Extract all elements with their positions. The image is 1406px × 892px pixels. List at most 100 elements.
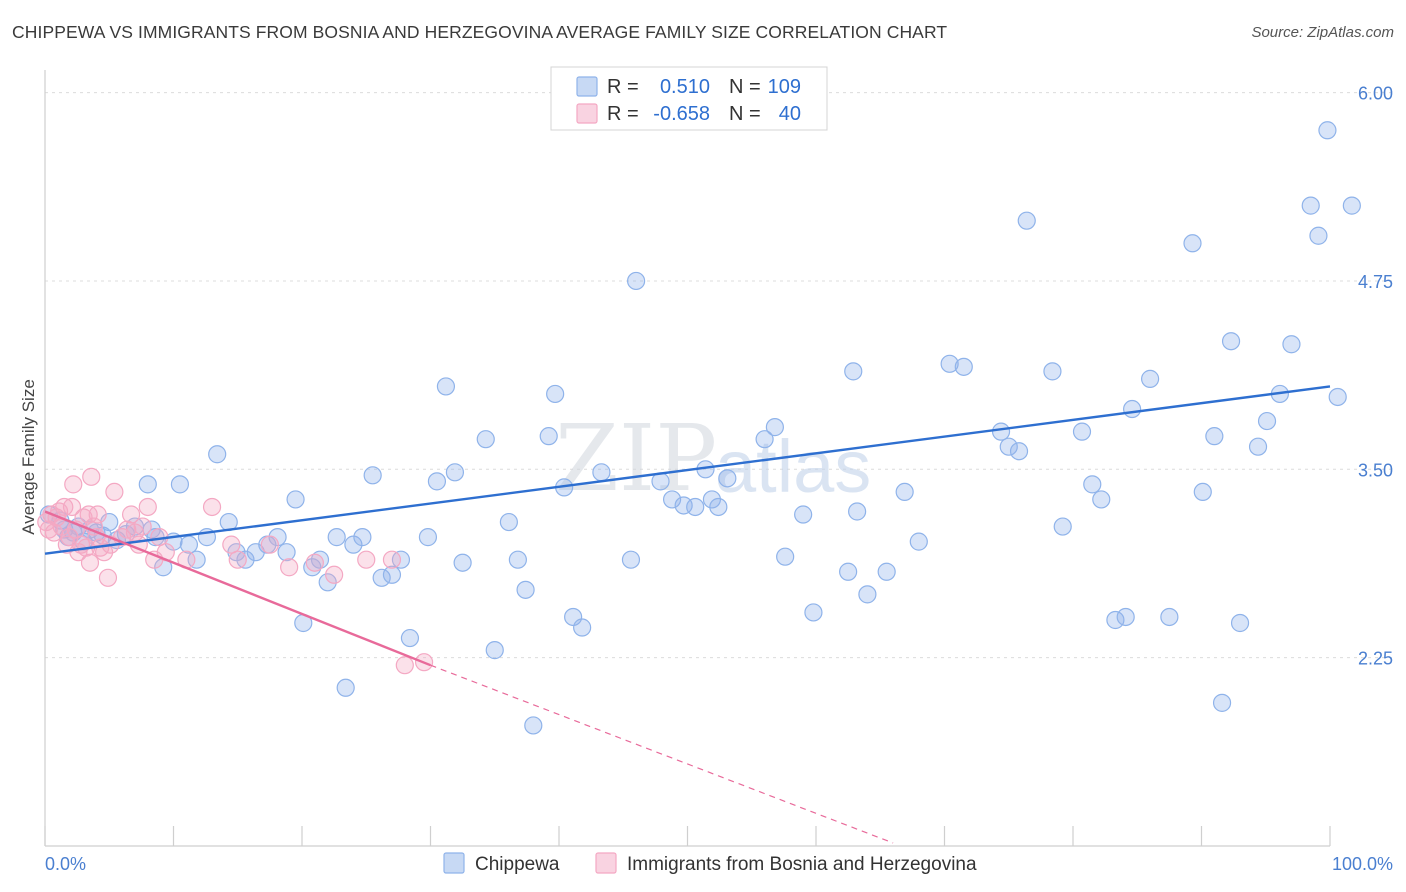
data-point xyxy=(794,505,813,524)
data-point xyxy=(286,490,305,509)
data-point xyxy=(621,550,641,569)
trend-line-extension-series-1 xyxy=(430,664,894,844)
data-point xyxy=(895,482,914,502)
data-point xyxy=(88,505,107,524)
data-point xyxy=(427,472,447,491)
y-tick-label: 2.25 xyxy=(1358,649,1393,669)
data-point xyxy=(170,475,190,494)
data-point xyxy=(776,547,795,566)
data-point xyxy=(858,585,877,604)
data-point xyxy=(1318,121,1337,140)
series-legend: Chippewa Immigrants from Bosnia and Herz… xyxy=(443,852,977,875)
bottom-legend-label-chippewa: Chippewa xyxy=(475,854,560,875)
data-point xyxy=(336,678,355,697)
data-point xyxy=(485,641,504,660)
data-point xyxy=(702,490,722,509)
data-point xyxy=(954,357,973,376)
data-point xyxy=(121,505,141,524)
data-point xyxy=(1160,607,1179,627)
data-point xyxy=(755,430,774,449)
y-tick-label: 6.00 xyxy=(1358,84,1393,104)
data-point xyxy=(400,628,420,648)
data-point xyxy=(499,512,518,532)
data-point xyxy=(382,550,402,569)
data-point xyxy=(202,497,222,517)
data-point xyxy=(592,463,611,482)
watermark-atlas: atlas xyxy=(715,425,871,508)
data-point xyxy=(95,543,114,562)
bottom-legend-swatch-chippewa xyxy=(443,852,465,874)
data-point xyxy=(662,490,682,509)
y-tick-label: 3.50 xyxy=(1358,460,1393,480)
data-point xyxy=(64,475,83,494)
data-point xyxy=(1301,196,1320,215)
trend-line-series-0 xyxy=(44,385,1331,555)
data-point xyxy=(325,565,344,584)
data-point xyxy=(445,463,465,482)
correlation-legend: R = 0.510 N = 109 R = -0.658 N = 40 xyxy=(550,66,828,131)
data-point xyxy=(909,532,928,551)
legend-swatch-chippewa xyxy=(576,76,598,97)
chart-title: CHIPPEWA VS IMMIGRANTS FROM BOSNIA AND H… xyxy=(12,22,948,42)
data-point xyxy=(546,384,565,404)
data-point xyxy=(1309,226,1328,245)
data-point xyxy=(1328,387,1347,407)
data-point xyxy=(80,553,100,572)
data-point xyxy=(318,573,337,592)
legend-n-label-0: N = xyxy=(729,76,761,98)
data-point xyxy=(1248,437,1268,456)
watermark: ZIP atlas xyxy=(555,405,871,512)
data-point xyxy=(844,362,863,381)
data-point xyxy=(260,535,279,554)
data-point xyxy=(877,562,896,581)
data-point xyxy=(1342,196,1361,215)
data-point xyxy=(222,535,241,554)
source-label: Source: ZipAtlas.com xyxy=(1251,24,1394,41)
data-point xyxy=(999,437,1018,456)
x-tick-label-max: 100.0% xyxy=(1332,854,1393,874)
x-tick-label-min: 0.0% xyxy=(45,854,86,874)
legend-r-value-0: 0.510 xyxy=(660,76,710,98)
trend-lines xyxy=(44,385,1331,844)
data-point xyxy=(138,497,157,517)
data-point xyxy=(718,469,737,488)
legend-swatch-bosnia xyxy=(576,103,598,124)
data-point xyxy=(508,550,527,569)
bottom-legend-swatch-bosnia xyxy=(595,852,617,874)
data-point xyxy=(268,528,287,547)
data-point xyxy=(626,271,646,291)
data-point xyxy=(1009,442,1029,461)
data-point xyxy=(395,656,414,675)
data-point xyxy=(765,418,784,437)
data-point xyxy=(1221,332,1241,351)
data-point xyxy=(280,558,299,577)
grid-lines xyxy=(45,92,1395,659)
data-point xyxy=(327,528,346,547)
data-point xyxy=(305,553,324,572)
data-point xyxy=(516,580,535,599)
data-point xyxy=(133,517,152,536)
data-point xyxy=(848,502,867,521)
legend-r-label-0: R = xyxy=(607,76,639,98)
data-point xyxy=(436,377,456,396)
tick-labels: 2.25 3.50 4.75 6.00 0.0% 100.0% xyxy=(45,84,1393,874)
data-point xyxy=(353,528,372,547)
data-point xyxy=(1053,517,1072,536)
data-point xyxy=(564,607,583,627)
data-point xyxy=(236,550,255,569)
data-point xyxy=(55,497,74,517)
data-point xyxy=(1183,234,1202,253)
data-point xyxy=(453,553,472,572)
data-point xyxy=(208,445,227,464)
data-point xyxy=(1106,610,1125,630)
legend-n-value-0: 109 xyxy=(768,76,801,98)
trend-line-series-1 xyxy=(44,510,431,667)
data-point xyxy=(228,550,247,569)
data-point xyxy=(1116,607,1135,627)
data-point xyxy=(539,427,558,446)
data-point xyxy=(1193,482,1212,502)
data-point xyxy=(1072,422,1092,441)
data-point xyxy=(105,482,124,502)
data-point xyxy=(1140,369,1160,388)
